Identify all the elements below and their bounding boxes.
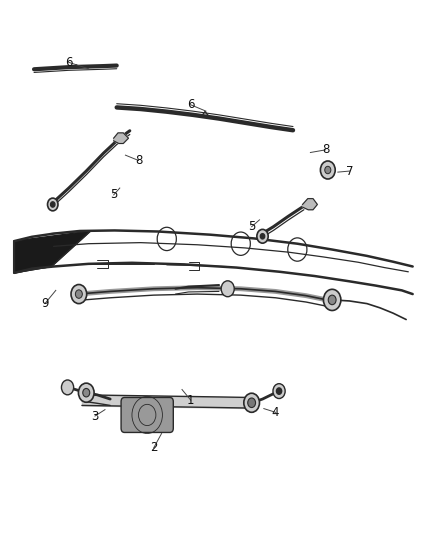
Circle shape	[71, 285, 87, 304]
Circle shape	[257, 229, 268, 243]
Text: 4: 4	[272, 406, 279, 419]
Circle shape	[50, 202, 55, 207]
Polygon shape	[114, 133, 128, 143]
Text: 6: 6	[65, 56, 73, 69]
Circle shape	[78, 383, 94, 402]
Text: 7: 7	[346, 165, 353, 177]
Circle shape	[248, 398, 255, 408]
Circle shape	[325, 166, 331, 174]
Ellipse shape	[127, 400, 168, 430]
Text: 2: 2	[150, 441, 158, 454]
Text: 3: 3	[91, 409, 99, 423]
Circle shape	[75, 290, 82, 298]
Text: 6: 6	[187, 98, 194, 111]
Circle shape	[260, 233, 265, 239]
Circle shape	[221, 281, 234, 297]
Circle shape	[61, 380, 74, 395]
Circle shape	[83, 389, 90, 397]
Text: 1: 1	[187, 393, 194, 407]
Circle shape	[323, 289, 341, 311]
Text: 8: 8	[135, 154, 142, 167]
Circle shape	[244, 393, 259, 413]
Circle shape	[273, 384, 285, 399]
Circle shape	[47, 198, 58, 211]
Circle shape	[276, 388, 282, 394]
Polygon shape	[14, 231, 91, 273]
Text: 5: 5	[110, 189, 117, 201]
Circle shape	[321, 161, 335, 179]
Text: 9: 9	[41, 297, 49, 310]
Text: 8: 8	[322, 143, 329, 156]
FancyBboxPatch shape	[121, 398, 173, 432]
Circle shape	[328, 295, 336, 305]
Polygon shape	[303, 199, 318, 210]
Text: 5: 5	[248, 220, 255, 233]
